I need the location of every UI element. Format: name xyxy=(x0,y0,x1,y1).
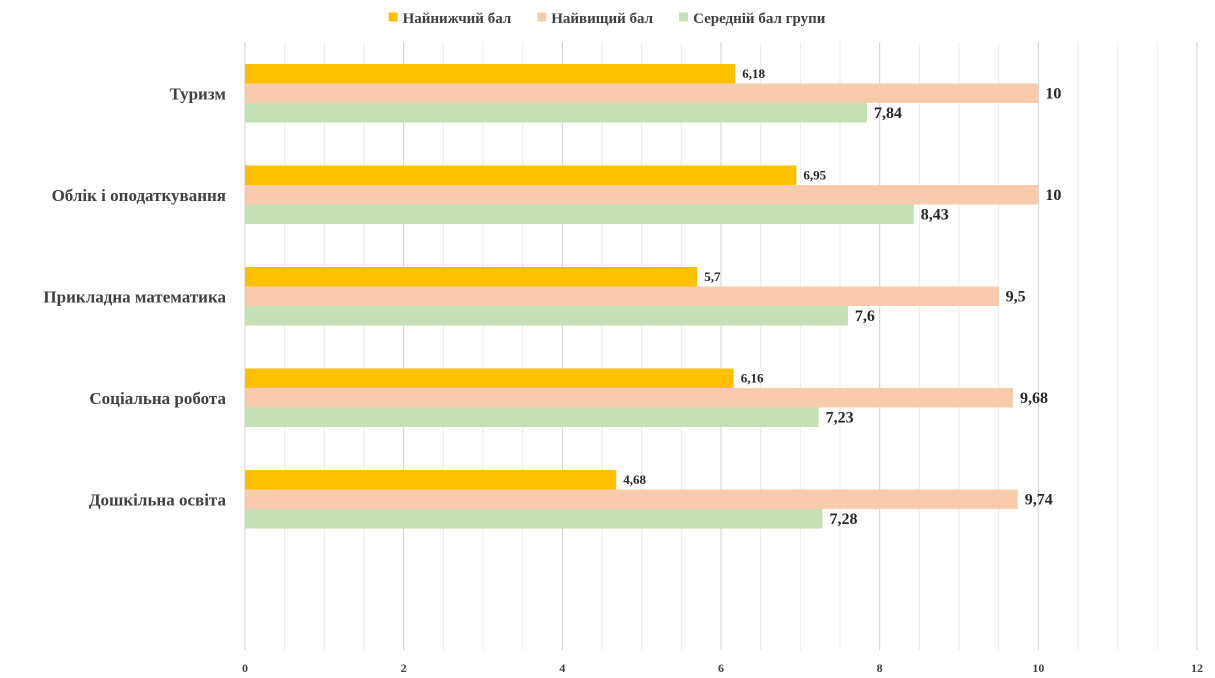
bar xyxy=(245,103,867,123)
bars xyxy=(245,64,1039,529)
bar xyxy=(245,489,1018,509)
bar xyxy=(245,204,914,224)
bar xyxy=(245,388,1013,408)
data-label: 9,74 xyxy=(1025,491,1053,508)
data-label: 7,84 xyxy=(874,105,902,122)
data-label: 6,95 xyxy=(803,167,826,182)
data-label: 10 xyxy=(1045,85,1061,102)
tick-label: 8 xyxy=(877,661,883,675)
data-label: 7,28 xyxy=(830,511,858,528)
bar xyxy=(245,368,734,388)
data-label: 10 xyxy=(1045,187,1061,204)
bar xyxy=(245,407,819,427)
category-label: Прикладна математика xyxy=(43,287,226,306)
bar xyxy=(245,306,848,326)
bar xyxy=(245,286,999,306)
tick-label: 6 xyxy=(718,661,724,675)
legend: Найнижчий бал Найвищий бал Середній бал гр… xyxy=(388,11,826,27)
tick-label: 4 xyxy=(559,661,565,675)
legend-swatch xyxy=(679,12,689,22)
category-label: Дошкільна освіта xyxy=(89,490,227,509)
tick-label: 0 xyxy=(242,661,248,675)
bar xyxy=(245,470,617,490)
legend-label: Середній бал групи xyxy=(693,11,826,27)
data-label: 5,7 xyxy=(704,269,721,284)
legend-swatch xyxy=(537,12,547,22)
legend-label: Найнижчий бал xyxy=(403,11,512,27)
category-labels: Туризм Облік і оподаткування Прикладна мат… xyxy=(43,84,226,509)
bar xyxy=(245,267,698,287)
grid-lines xyxy=(244,42,1198,650)
bar xyxy=(245,83,1039,103)
data-label: 8,43 xyxy=(921,206,949,223)
bar xyxy=(245,64,736,84)
data-label: 6,18 xyxy=(742,66,765,81)
bar xyxy=(245,185,1039,205)
legend-swatch xyxy=(388,12,398,22)
bar xyxy=(245,509,823,529)
category-label: Туризм xyxy=(170,84,227,103)
tick-label: 12 xyxy=(1191,661,1203,675)
data-label: 7,23 xyxy=(826,409,854,426)
bar xyxy=(245,165,797,185)
data-labels: 6,18 10 7,84 6,95 10 8,43 5,7 9,5 7,6 6,16 9,68 7,2… xyxy=(623,66,1061,528)
data-label: 7,6 xyxy=(855,308,875,325)
legend-label: Найвищий бал xyxy=(551,11,653,27)
category-label: Соціальна робота xyxy=(89,389,226,408)
data-label: 9,5 xyxy=(1006,288,1026,305)
data-label: 9,68 xyxy=(1020,390,1048,407)
category-label: Облік і оподаткування xyxy=(52,186,226,205)
tick-label: 10 xyxy=(1032,661,1044,675)
data-label: 4,68 xyxy=(623,472,646,487)
x-axis-tick-labels: 0 2 4 6 8 10 12 xyxy=(242,661,1203,675)
data-label: 6,16 xyxy=(741,370,764,385)
tick-label: 2 xyxy=(401,661,407,675)
